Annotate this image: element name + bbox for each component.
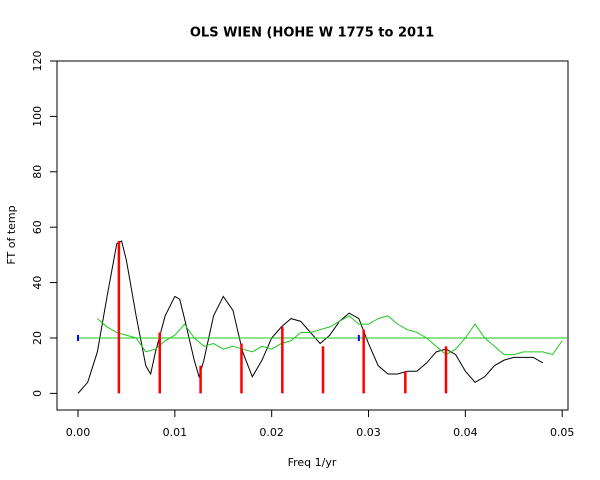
y-tick-label: 100 (31, 106, 44, 127)
y-tick-label: 20 (31, 331, 44, 345)
point (357, 334, 360, 341)
plot-box (56, 60, 569, 411)
series-line (77, 240, 544, 394)
x-tick-label: 0.05 (550, 426, 575, 439)
y-tick-label: 80 (31, 165, 44, 179)
x-tick-label: 0.04 (453, 426, 478, 439)
x-tick-label: 0.00 (66, 426, 91, 439)
x-tick-label: 0.01 (163, 426, 188, 439)
y-tick-label: 0 (31, 390, 44, 397)
chart-title: OLS WIEN (HOHE W 1775 to 2011 (190, 26, 434, 41)
point (77, 334, 80, 341)
x-tick-label: 0.02 (259, 426, 284, 439)
x-axis-label: Freq 1/yr (288, 456, 337, 469)
y-axis-label: FT of temp (5, 205, 18, 264)
y-tick-label: 40 (31, 276, 44, 290)
y-tick-label: 120 (31, 51, 44, 72)
y-tick-label: 60 (31, 220, 44, 234)
x-tick-label: 0.03 (356, 426, 381, 439)
